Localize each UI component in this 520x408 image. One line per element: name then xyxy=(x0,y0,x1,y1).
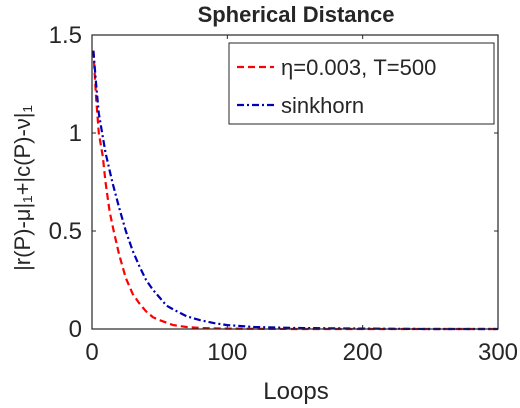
x-tick-label: 200 xyxy=(343,339,383,366)
y-tick-label: 1 xyxy=(69,120,82,147)
x-tick-label: 0 xyxy=(85,339,98,366)
legend-label-1: sinkhorn xyxy=(281,93,364,118)
chart-title: Spherical Distance xyxy=(198,2,395,27)
x-axis-label: Loops xyxy=(263,378,328,405)
series-line-0 xyxy=(92,50,498,331)
x-tick-label: 100 xyxy=(207,339,247,366)
axes-box xyxy=(91,34,499,330)
y-tick-label: 1.5 xyxy=(49,22,82,49)
y-axis-label: |r(P)-μ|₁+|c(P)-ν|₁ xyxy=(10,105,35,271)
legend-box xyxy=(228,42,495,125)
series-line-1 xyxy=(92,50,498,331)
legend: η=0.003, T=500 sinkhorn xyxy=(228,42,495,125)
y-tick-label: 0 xyxy=(69,316,82,343)
y-tick-label: 0.5 xyxy=(49,218,82,245)
legend-label-0: η=0.003, T=500 xyxy=(281,55,436,80)
x-tick-label: 300 xyxy=(478,339,518,366)
